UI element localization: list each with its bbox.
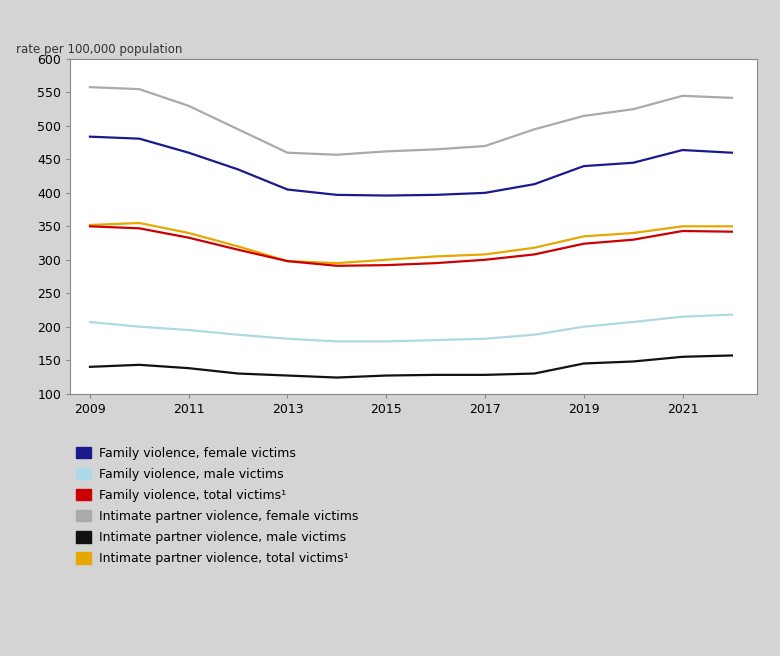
Text: rate per 100,000 population: rate per 100,000 population [16,43,182,56]
Legend: Family violence, female victims, Family violence, male victims, Family violence,: Family violence, female victims, Family … [76,447,358,565]
